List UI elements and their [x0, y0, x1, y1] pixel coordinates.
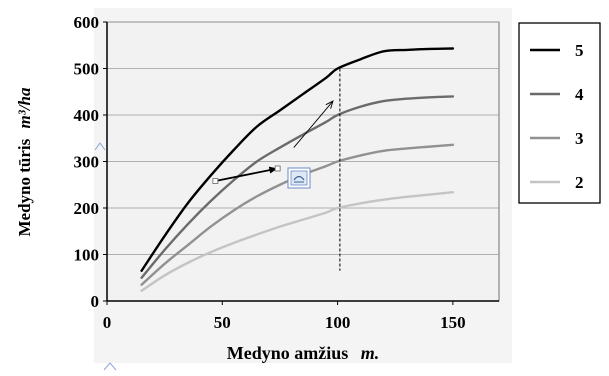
selection-handle — [274, 165, 281, 172]
annotation-arrow-diagonal — [293, 100, 334, 148]
y-tick-label: 0 — [91, 292, 100, 311]
series-line-2 — [140, 190, 455, 292]
y-tick-label: 500 — [74, 60, 100, 79]
chevron-up-icon — [94, 142, 106, 151]
legend-label-4: 4 — [575, 85, 584, 104]
y-tick-label: 200 — [74, 199, 100, 218]
legend-label-2: 2 — [575, 173, 584, 192]
chevron-up-icon — [103, 362, 117, 371]
legend-label-5: 5 — [575, 41, 584, 60]
annotation-arrow-horizontal — [215, 167, 278, 182]
y-axis-unit: m³/ha — [15, 87, 34, 128]
selection-handle — [212, 178, 219, 184]
legend — [518, 22, 601, 204]
y-axis-title: Medyno tūris m³/ha — [15, 87, 34, 236]
embedded-object-icon — [287, 167, 311, 189]
y-tick-label: 600 — [74, 13, 100, 32]
annotations — [212, 68, 341, 271]
y-axis-label: Medyno tūris — [15, 138, 34, 236]
x-tick-label: 0 — [103, 313, 112, 332]
series-line-4 — [140, 95, 455, 279]
x-tick-label: 100 — [325, 313, 351, 332]
x-axis-label: Medyno amžius — [227, 343, 349, 363]
y-tick-label: 100 — [74, 246, 100, 265]
series-line-5 — [140, 47, 455, 272]
legend-items: 5 4 3 2 — [530, 41, 584, 192]
y-axis-tick-labels: 0 100 200 300 400 500 600 — [74, 13, 107, 311]
x-tick-label: 50 — [214, 313, 231, 332]
x-tick-label: 150 — [440, 313, 466, 332]
annotation-arrowhead-diagonal — [325, 100, 334, 109]
grid-lines — [107, 21, 499, 255]
y-tick-label: 300 — [74, 153, 100, 172]
legend-label-3: 3 — [575, 129, 584, 148]
y-tick-label: 400 — [74, 106, 100, 125]
x-axis-title: Medyno amžius m. — [227, 343, 380, 363]
x-axis-tick-labels: 0 50 100 150 — [103, 301, 466, 332]
x-axis-unit: m. — [361, 343, 380, 363]
